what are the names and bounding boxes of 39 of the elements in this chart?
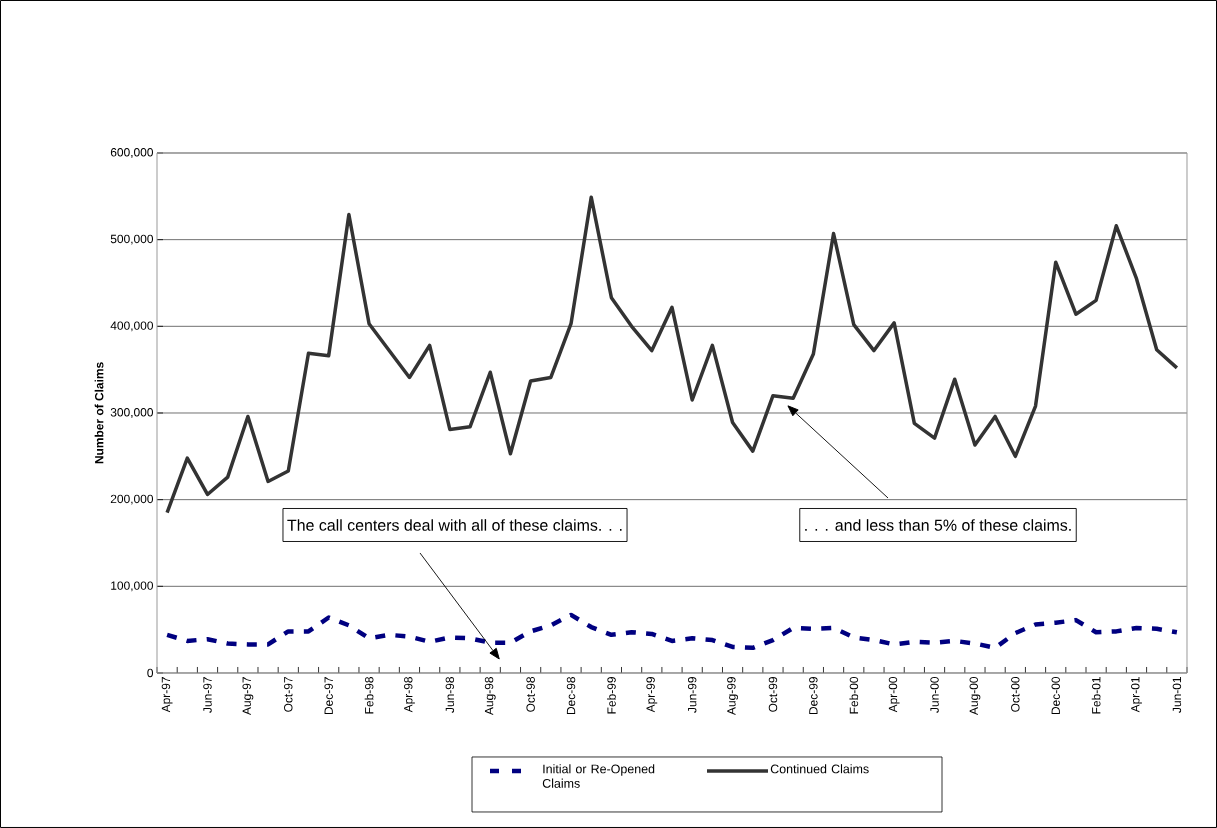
x-tick-label: Apr-00 (888, 676, 900, 713)
x-tick-label: Dec-99 (809, 677, 818, 715)
x-tick-label: Aug-99 (727, 677, 738, 716)
x-tick-label: Jun-97 (203, 677, 212, 713)
x-tick-label: Aug-97 (242, 677, 254, 716)
x-tick-label: Feb-00 (849, 676, 859, 714)
x-tick-label: Apr-98 (404, 677, 415, 713)
x-tick-label: Oct-98 (526, 677, 535, 712)
y-tick-label: 0 (147, 668, 154, 678)
x-tick-label: Dec-00 (1051, 676, 1060, 715)
x-tick-label: Oct-99 (768, 677, 778, 712)
x-tick-label: Oct-00 (1011, 676, 1020, 712)
x-tick-label: Feb-99 (607, 677, 616, 714)
y-tick-label: 400,000 (110, 321, 154, 332)
y-tick-label: 300,000 (110, 408, 154, 418)
legend-label: Initial or Re-Opened Claims (542, 764, 655, 788)
x-tick-label: Aug-00 (969, 676, 981, 716)
x-tick-label: Dec-97 (324, 677, 333, 715)
x-tick-label: Apr-01 (1131, 677, 1142, 713)
x-tick-label: Oct-97 (284, 677, 293, 712)
line-series (164, 612, 1180, 651)
x-tick-label: Feb-98 (364, 677, 374, 714)
y-tick-label: 200,000 (110, 494, 154, 505)
y-tick-label: 100,000 (111, 581, 154, 592)
x-tick-label: Apr-97 (161, 677, 173, 713)
x-tick-label: Jun-98 (445, 677, 455, 713)
x-tick-label: Jun-99 (687, 677, 697, 713)
annotation: . . . and less than 5% of these claims. (805, 519, 1071, 531)
x-tick-label: Dec-98 (566, 677, 576, 715)
x-tick-label: Feb-01 (1091, 677, 1101, 714)
y-tick-label: 500,000 (110, 234, 154, 245)
y-axis-title: Number of Claims (94, 362, 104, 464)
x-tick-label: Jun-01 (1172, 677, 1182, 713)
x-tick-label: Jun-00 (930, 676, 939, 713)
x-tick-label: Aug-98 (484, 677, 496, 716)
y-tick-label: 600,000 (110, 148, 154, 158)
annotation: The call centers deal with all of these claims. . . (287, 519, 622, 531)
legend-label: Continued Claims (770, 764, 869, 774)
x-tick-label: Apr-99 (646, 677, 658, 713)
